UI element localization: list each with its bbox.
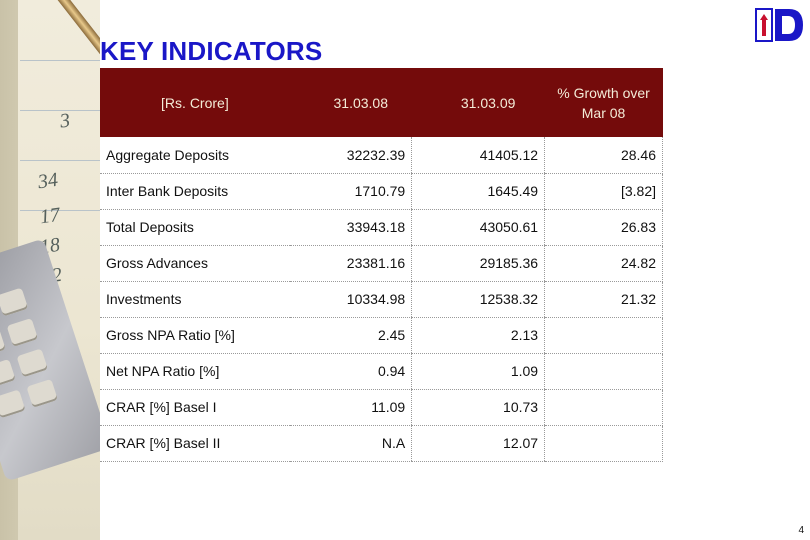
table-row: Gross Advances 23381.16 29185.36 24.82	[100, 245, 663, 282]
row-label: CRAR [%] Basel II	[100, 425, 290, 462]
growth-value: 21.32	[544, 281, 663, 318]
header-year-2009: 31.03.09	[411, 68, 545, 137]
value-2008: 33943.18	[289, 209, 412, 246]
table-row: Inter Bank Deposits 1710.79 1645.49 [3.8…	[100, 173, 663, 210]
value-2009: 2.13	[411, 317, 545, 354]
row-label: Aggregate Deposits	[100, 137, 290, 174]
growth-value: 24.82	[544, 245, 663, 282]
ledger-line	[20, 210, 100, 211]
handwritten-figure: 34	[36, 168, 60, 194]
key-indicators-table: [Rs. Crore] 31.03.08 31.03.09 % Growth o…	[100, 68, 663, 462]
row-label: Gross Advances	[100, 245, 290, 282]
value-2009: 12538.32	[411, 281, 545, 318]
row-label: Investments	[100, 281, 290, 318]
value-2008: 1710.79	[289, 173, 412, 210]
bank-logo-icon	[755, 6, 805, 44]
row-label: Net NPA Ratio [%]	[100, 353, 290, 390]
value-2008: N.A	[289, 425, 412, 462]
header-unit: [Rs. Crore]	[100, 68, 290, 137]
page-number: 4	[798, 525, 804, 536]
value-2009: 10.73	[411, 389, 545, 426]
header-year-2008: 31.03.08	[289, 68, 412, 137]
row-label: Total Deposits	[100, 209, 290, 246]
table-row: CRAR [%] Basel II N.A 12.07	[100, 425, 663, 462]
ledger-line	[20, 110, 100, 111]
value-2009: 1.09	[411, 353, 545, 390]
table-row: Net NPA Ratio [%] 0.94 1.09	[100, 353, 663, 390]
value-2008: 10334.98	[289, 281, 412, 318]
growth-value	[544, 389, 663, 426]
table-row: Investments 10334.98 12538.32 21.32	[100, 281, 663, 318]
slide-title: KEY INDICATORS	[100, 36, 323, 66]
value-2008: 23381.16	[289, 245, 412, 282]
growth-value	[544, 317, 663, 354]
ledger-line	[20, 160, 100, 161]
growth-value	[544, 353, 663, 390]
table-header-row: [Rs. Crore] 31.03.08 31.03.09 % Growth o…	[100, 68, 663, 137]
row-label: Gross NPA Ratio [%]	[100, 317, 290, 354]
growth-value: 26.83	[544, 209, 663, 246]
table-row: CRAR [%] Basel I 11.09 10.73	[100, 389, 663, 426]
growth-value-negative: [3.82]	[544, 173, 663, 210]
row-label: CRAR [%] Basel I	[100, 389, 290, 426]
value-2008: 0.94	[289, 353, 412, 390]
growth-value	[544, 425, 663, 462]
row-label: Inter Bank Deposits	[100, 173, 290, 210]
value-2008: 11.09	[289, 389, 412, 426]
header-growth: % Growth over Mar 08	[544, 68, 663, 137]
value-2009: 43050.61	[411, 209, 545, 246]
value-2009: 29185.36	[411, 245, 545, 282]
table-row: Aggregate Deposits 32232.39 41405.12 28.…	[100, 137, 663, 174]
side-decorative-photo: 3 34 17 18 12 94 17	[0, 0, 100, 540]
ledger-line	[20, 60, 100, 61]
table-row: Gross NPA Ratio [%] 2.45 2.13	[100, 317, 663, 354]
growth-value: 28.46	[544, 137, 663, 174]
handwritten-figure: 17	[38, 203, 62, 229]
value-2009: 12.07	[411, 425, 545, 462]
value-2008: 2.45	[289, 317, 412, 354]
value-2008: 32232.39	[289, 137, 412, 174]
value-2009: 1645.49	[411, 173, 545, 210]
table-row: Total Deposits 33943.18 43050.61 26.83	[100, 209, 663, 246]
value-2009: 41405.12	[411, 137, 545, 174]
